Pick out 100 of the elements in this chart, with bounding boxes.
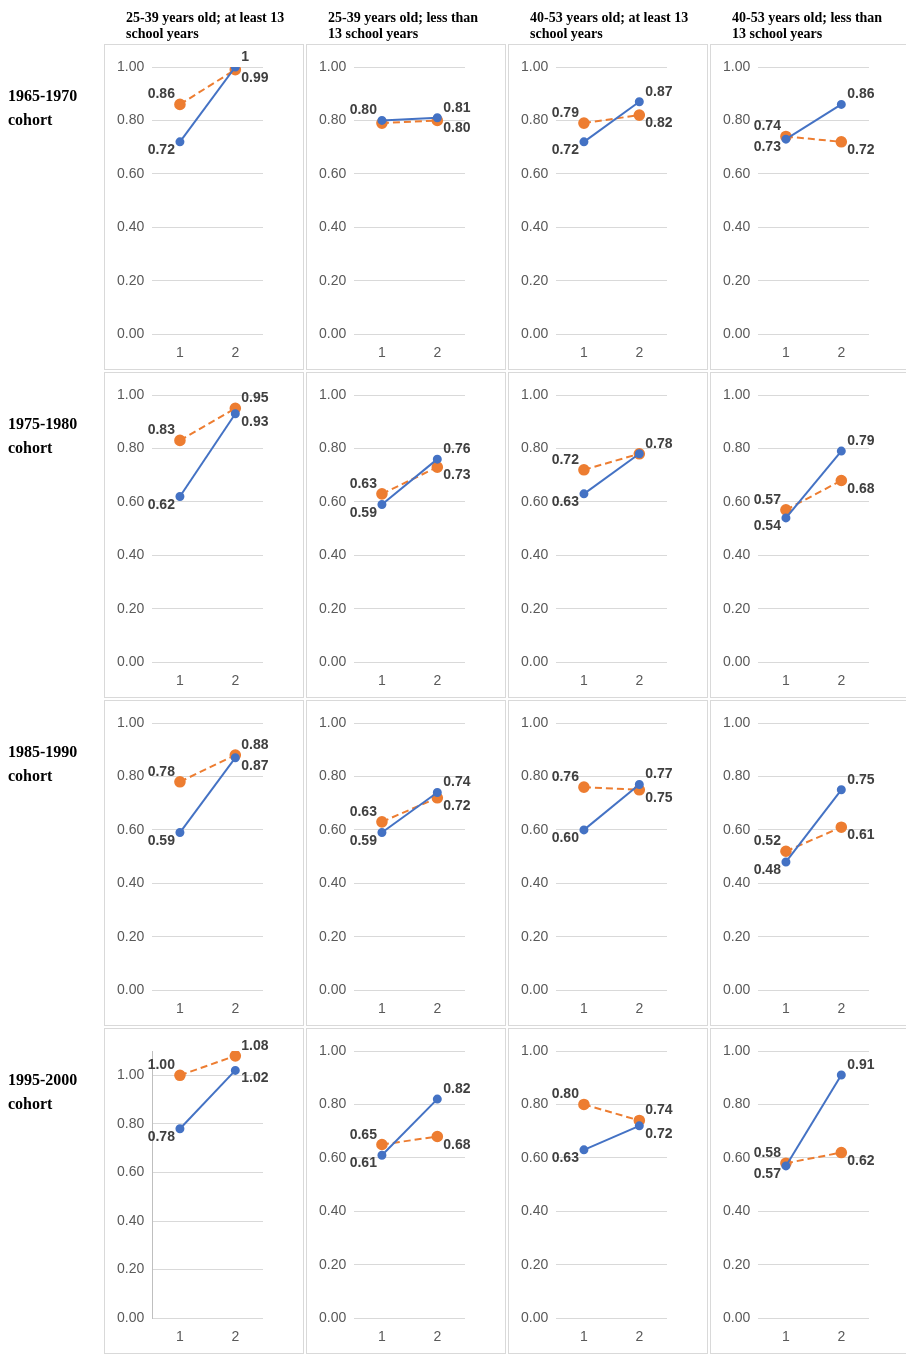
y-tick-label: 0.00 (723, 1309, 751, 1326)
y-tick-label: 0.00 (521, 653, 549, 670)
data-label: 0.87 (241, 756, 269, 773)
y-tick-label: 0.00 (319, 325, 347, 342)
x-tick-label: 1 (782, 1000, 791, 1017)
y-tick-label: 0.00 (723, 653, 751, 670)
data-label: 0.83 (147, 421, 176, 438)
x-tick-label: 2 (837, 344, 846, 361)
y-tick-label: 0.80 (723, 439, 751, 456)
y-tick-label: 0.40 (319, 874, 347, 891)
y-tick-label: 0.60 (319, 820, 347, 837)
data-label: 1.00 (147, 1056, 176, 1073)
data-label: 0.82 (645, 114, 673, 131)
y-tick-label: 1.00 (117, 713, 145, 730)
y-tick-label: 0.00 (723, 325, 751, 342)
chart-title: 25-39 years old; at least 13 school years (125, 9, 286, 42)
x-tick-label: 1 (782, 672, 791, 689)
y-tick-label: 0.40 (521, 874, 549, 891)
x-tick-label: 2 (433, 344, 442, 361)
y-tick-label: 0.40 (319, 1202, 347, 1219)
x-tick-label: 1 (580, 672, 589, 689)
data-label: 0.59 (349, 831, 378, 848)
y-tick-label: 1.00 (521, 713, 549, 730)
y-tick-label: 1.00 (319, 385, 347, 402)
y-tick-label: 1.00 (319, 1041, 347, 1058)
y-tick-label: 0.60 (521, 492, 549, 509)
y-tick-label: 0.80 (723, 111, 751, 128)
y-tick-label: 0.20 (319, 599, 347, 616)
y-tick-label: 0.20 (521, 599, 549, 616)
x-tick-label: 1 (580, 1328, 589, 1345)
data-label: 1.08 (241, 1036, 269, 1053)
x-tick-label: 2 (433, 1328, 442, 1345)
x-tick-label: 1 (378, 672, 387, 689)
y-tick-label: 0.80 (521, 111, 549, 128)
data-label: 0.78 (645, 434, 673, 451)
y-tick-label: 0.20 (723, 927, 751, 944)
y-tick-label: 0.80 (117, 111, 145, 128)
data-label: 0.87 (645, 82, 673, 99)
y-tick-label: 0.80 (319, 1095, 347, 1112)
data-label: 0.88 (241, 736, 269, 753)
data-label: 0.91 (847, 1056, 875, 1073)
y-tick-label: 0.00 (521, 325, 549, 342)
y-tick-label: 0.60 (723, 820, 751, 837)
data-label: 0.62 (147, 495, 176, 512)
y-tick-label: 0.20 (723, 271, 751, 288)
x-tick-label: 2 (635, 1000, 644, 1017)
data-label: 0.80 (349, 101, 378, 118)
data-label: 0.48 (753, 860, 782, 877)
data-label: 0.65 (349, 1125, 378, 1142)
y-tick-label: 0.60 (521, 1148, 549, 1165)
data-label: 0.73 (753, 138, 782, 155)
y-tick-label: 0.20 (319, 1255, 347, 1272)
y-tick-label: 0.60 (521, 820, 549, 837)
y-tick-label: 0.60 (117, 1163, 145, 1180)
y-tick-label: 1.00 (117, 385, 145, 402)
data-label: 0.86 (147, 85, 176, 102)
y-tick-label: 0.40 (117, 874, 145, 891)
data-label: 0.54 (753, 516, 782, 533)
y-tick-label: 0.80 (117, 767, 145, 784)
y-tick-label: 1.00 (521, 385, 549, 402)
data-label: 0.59 (349, 503, 378, 520)
y-tick-label: 1.00 (723, 385, 751, 402)
x-tick-label: 1 (580, 1000, 589, 1017)
y-tick-label: 0.00 (521, 1309, 549, 1326)
data-label: 0.62 (847, 1151, 875, 1168)
data-label: 0.72 (847, 140, 875, 157)
y-tick-label: 0.00 (117, 325, 145, 342)
data-label: 0.58 (753, 1144, 782, 1161)
y-tick-label: 0.40 (521, 1202, 549, 1219)
y-axis-title: 1985-1990 cohort (7, 742, 79, 786)
y-tick-label: 0.60 (723, 492, 751, 509)
y-tick-label: 0.80 (723, 767, 751, 784)
x-tick-label: 2 (433, 672, 442, 689)
y-tick-label: 1.00 (723, 57, 751, 74)
y-tick-label: 0.40 (319, 218, 347, 235)
y-tick-label: 0.80 (521, 439, 549, 456)
x-tick-label: 2 (837, 672, 846, 689)
data-label: 0.63 (551, 492, 580, 509)
y-tick-label: 1.00 (117, 57, 145, 74)
y-tick-label: 0.60 (723, 1148, 751, 1165)
y-tick-label: 0.20 (723, 599, 751, 616)
y-tick-label: 0.40 (319, 546, 347, 563)
y-tick-label: 1.00 (723, 713, 751, 730)
y-tick-label: 0.40 (117, 546, 145, 563)
data-label: 0.57 (753, 1164, 782, 1181)
y-tick-label: 0.20 (521, 927, 549, 944)
data-label: 0.95 (241, 389, 269, 406)
y-tick-label: 0.40 (521, 218, 549, 235)
data-label: 0.68 (847, 479, 875, 496)
y-tick-label: 0.00 (319, 981, 347, 998)
data-label: 0.74 (753, 117, 782, 134)
y-tick-label: 0.00 (521, 981, 549, 998)
x-tick-label: 2 (231, 672, 240, 689)
x-tick-label: 1 (378, 344, 387, 361)
y-tick-label: 0.20 (117, 927, 145, 944)
x-tick-label: 1 (176, 1000, 185, 1017)
data-label: 0.60 (551, 828, 580, 845)
x-tick-label: 2 (837, 1328, 846, 1345)
y-tick-label: 0.20 (521, 271, 549, 288)
x-tick-label: 1 (176, 672, 185, 689)
